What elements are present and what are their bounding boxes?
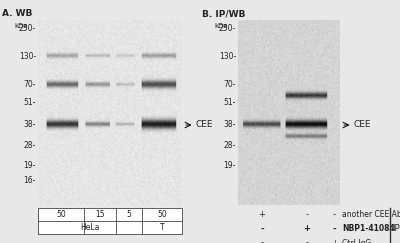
Text: 38-: 38- [224,121,236,130]
Text: -: - [260,238,264,243]
Text: NBP1-41084: NBP1-41084 [342,224,395,234]
Text: IP: IP [392,224,400,234]
Text: 130-: 130- [19,52,36,61]
Text: CEE: CEE [196,121,214,130]
Text: 50: 50 [157,210,167,219]
Text: 19-: 19- [24,161,36,170]
Text: 15: 15 [96,210,105,219]
Text: 19-: 19- [224,161,236,170]
Text: -: - [260,224,264,234]
Text: -: - [305,210,308,219]
Text: kDa: kDa [14,23,28,29]
Text: 50: 50 [56,210,66,219]
Text: Ctrl IgG: Ctrl IgG [342,238,371,243]
Text: -: - [332,224,336,234]
Text: kDa: kDa [214,23,228,29]
Text: 130-: 130- [219,52,236,61]
Text: 16-: 16- [24,176,36,185]
Text: +: + [258,210,266,219]
Text: 51-: 51- [224,98,236,107]
Text: 250-: 250- [219,25,236,34]
Text: 28-: 28- [24,141,36,150]
Text: 38-: 38- [24,121,36,130]
Bar [38,208,182,234]
Text: 70-: 70- [24,80,36,89]
Text: A. WB: A. WB [2,9,32,18]
Text: +: + [331,238,338,243]
Bar [238,21,340,205]
Text: 5: 5 [127,210,132,219]
Text: T: T [160,223,164,232]
Text: 70-: 70- [224,80,236,89]
Text: 28-: 28- [224,141,236,150]
Text: -: - [305,238,308,243]
Text: +: + [303,224,310,234]
Text: another CEE Ab: another CEE Ab [342,210,400,219]
Text: HeLa: HeLa [80,223,100,232]
Text: -: - [333,210,336,219]
Bar [38,21,182,205]
Text: 250-: 250- [19,25,36,34]
Text: CEE: CEE [354,121,372,130]
Text: B. IP/WB: B. IP/WB [202,9,245,18]
Text: 51-: 51- [24,98,36,107]
